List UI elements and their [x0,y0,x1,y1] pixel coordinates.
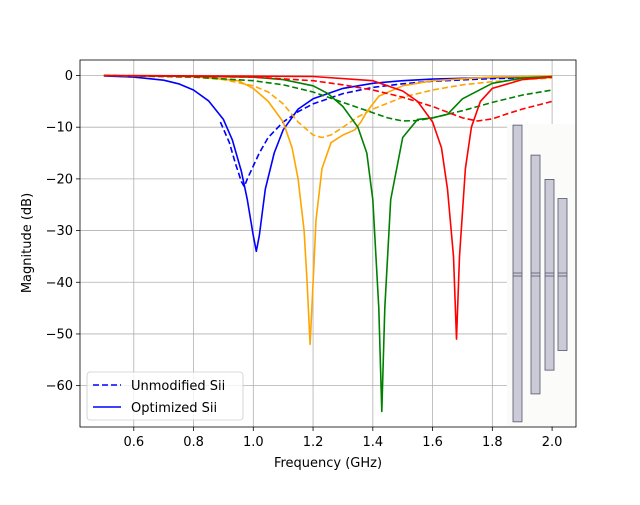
legend-label-optimized: Optimized Sii [131,401,217,416]
x-tick-label: 2.0 [542,435,563,450]
plot-frame [79,59,577,428]
x-tick-label: 1.6 [422,435,443,450]
x-tick-label: 1.8 [482,435,503,450]
inset-resonator-strip [530,154,541,395]
x-tick-label: 1.2 [303,435,324,450]
inset-resonator-strip [512,124,523,423]
x-tick-label: 1.0 [243,435,264,450]
x-axis-ticks: 0.6 0.8 1.0 1.2 1.4 1.6 1.8 2.0 [123,427,562,450]
series-optimized-s33 [103,74,553,413]
y-tick-label: −60 [46,379,73,394]
resonator-inset-image [507,124,576,426]
series-unmodified-s22 [103,74,553,139]
legend-label-unmodified: Unmodified Sii [131,379,225,394]
series-optimized-s22 [103,74,553,346]
y-tick-label: −50 [46,327,73,342]
series-optimized-s11 [103,75,553,253]
y-tick-label: −40 [46,276,73,291]
x-tick-label: 0.6 [123,435,144,450]
series-unmodified-s44 [103,74,553,122]
inset-resonator-strip [557,198,568,351]
y-tick-label: −30 [46,224,73,239]
y-tick-label: −10 [46,121,73,136]
legend: Unmodified Sii Optimized Sii [86,371,244,421]
legend-box [86,371,244,421]
x-axis-label: Frequency (GHz) [274,456,382,471]
data-series [103,74,553,413]
x-tick-label: 0.8 [183,435,204,450]
series-unmodified-s33 [103,74,553,122]
y-axis-label: Magnitude (dB) [20,193,35,293]
y-tick-label: −20 [46,172,73,187]
y-tick-label: 0 [65,69,73,84]
series-unmodified-s11 [219,76,553,188]
series-optimized-s44 [103,74,553,340]
inset-resonator-strip [544,179,555,371]
y-axis-ticks: 0 −10 −20 −30 −40 −50 −60 [46,69,80,394]
x-tick-label: 1.4 [362,435,383,450]
